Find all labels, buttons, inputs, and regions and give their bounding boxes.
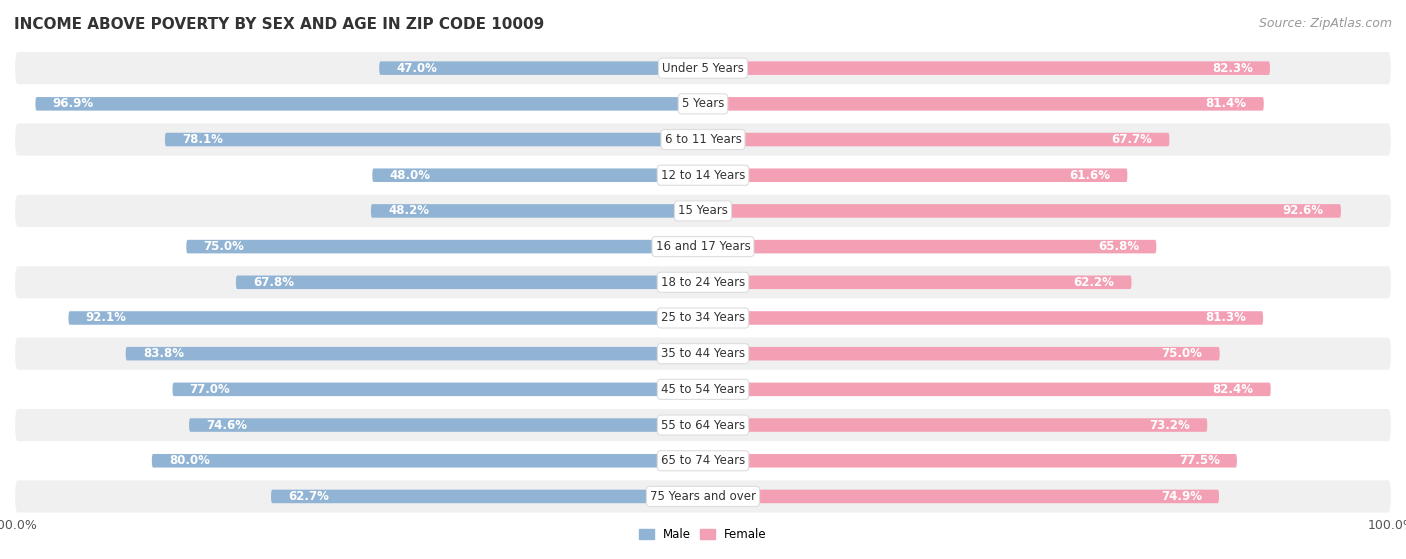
FancyBboxPatch shape bbox=[14, 158, 1392, 192]
FancyBboxPatch shape bbox=[703, 168, 1128, 182]
Text: 48.0%: 48.0% bbox=[389, 169, 430, 182]
Text: 48.2%: 48.2% bbox=[388, 205, 429, 217]
FancyBboxPatch shape bbox=[703, 418, 1208, 432]
Text: 25 to 34 Years: 25 to 34 Years bbox=[661, 311, 745, 324]
FancyBboxPatch shape bbox=[125, 347, 703, 361]
FancyBboxPatch shape bbox=[703, 347, 1219, 361]
Text: 75.0%: 75.0% bbox=[204, 240, 245, 253]
Text: 74.6%: 74.6% bbox=[207, 419, 247, 432]
FancyBboxPatch shape bbox=[271, 490, 703, 503]
FancyBboxPatch shape bbox=[703, 61, 1270, 75]
FancyBboxPatch shape bbox=[35, 97, 703, 111]
Text: 78.1%: 78.1% bbox=[183, 133, 224, 146]
FancyBboxPatch shape bbox=[14, 51, 1392, 86]
Text: 6 to 11 Years: 6 to 11 Years bbox=[665, 133, 741, 146]
FancyBboxPatch shape bbox=[703, 132, 1170, 146]
FancyBboxPatch shape bbox=[236, 276, 703, 289]
Text: INCOME ABOVE POVERTY BY SEX AND AGE IN ZIP CODE 10009: INCOME ABOVE POVERTY BY SEX AND AGE IN Z… bbox=[14, 17, 544, 32]
Text: 15 Years: 15 Years bbox=[678, 205, 728, 217]
Text: 62.7%: 62.7% bbox=[288, 490, 329, 503]
Text: 74.9%: 74.9% bbox=[1161, 490, 1202, 503]
Text: 82.3%: 82.3% bbox=[1212, 61, 1253, 75]
FancyBboxPatch shape bbox=[14, 122, 1392, 157]
FancyBboxPatch shape bbox=[703, 490, 1219, 503]
FancyBboxPatch shape bbox=[14, 87, 1392, 121]
Text: 83.8%: 83.8% bbox=[143, 347, 184, 360]
FancyBboxPatch shape bbox=[703, 454, 1237, 467]
FancyBboxPatch shape bbox=[14, 372, 1392, 406]
FancyBboxPatch shape bbox=[14, 337, 1392, 371]
FancyBboxPatch shape bbox=[703, 311, 1263, 325]
Text: 81.4%: 81.4% bbox=[1205, 97, 1247, 110]
FancyBboxPatch shape bbox=[371, 204, 703, 217]
Text: 18 to 24 Years: 18 to 24 Years bbox=[661, 276, 745, 289]
Text: 65 to 74 Years: 65 to 74 Years bbox=[661, 454, 745, 467]
FancyBboxPatch shape bbox=[69, 311, 703, 325]
FancyBboxPatch shape bbox=[703, 204, 1341, 217]
FancyBboxPatch shape bbox=[186, 240, 703, 253]
Text: Source: ZipAtlas.com: Source: ZipAtlas.com bbox=[1258, 17, 1392, 30]
Text: 65.8%: 65.8% bbox=[1098, 240, 1139, 253]
Text: 81.3%: 81.3% bbox=[1205, 311, 1246, 324]
Text: 77.5%: 77.5% bbox=[1178, 454, 1219, 467]
FancyBboxPatch shape bbox=[14, 265, 1392, 300]
Text: 5 Years: 5 Years bbox=[682, 97, 724, 110]
Text: 82.4%: 82.4% bbox=[1212, 383, 1254, 396]
FancyBboxPatch shape bbox=[188, 418, 703, 432]
FancyBboxPatch shape bbox=[703, 97, 1264, 111]
Text: 12 to 14 Years: 12 to 14 Years bbox=[661, 169, 745, 182]
Text: Under 5 Years: Under 5 Years bbox=[662, 61, 744, 75]
Text: 47.0%: 47.0% bbox=[396, 61, 437, 75]
FancyBboxPatch shape bbox=[14, 194, 1392, 228]
FancyBboxPatch shape bbox=[14, 444, 1392, 478]
Text: 96.9%: 96.9% bbox=[52, 97, 94, 110]
Text: 77.0%: 77.0% bbox=[190, 383, 231, 396]
FancyBboxPatch shape bbox=[165, 132, 703, 146]
FancyBboxPatch shape bbox=[14, 479, 1392, 514]
FancyBboxPatch shape bbox=[703, 276, 1132, 289]
Text: 61.6%: 61.6% bbox=[1069, 169, 1111, 182]
FancyBboxPatch shape bbox=[152, 454, 703, 467]
FancyBboxPatch shape bbox=[14, 408, 1392, 442]
FancyBboxPatch shape bbox=[703, 240, 1156, 253]
FancyBboxPatch shape bbox=[173, 382, 703, 396]
Text: 92.1%: 92.1% bbox=[86, 311, 127, 324]
Text: 67.7%: 67.7% bbox=[1111, 133, 1152, 146]
FancyBboxPatch shape bbox=[380, 61, 703, 75]
Text: 75 Years and over: 75 Years and over bbox=[650, 490, 756, 503]
FancyBboxPatch shape bbox=[14, 230, 1392, 264]
Text: 62.2%: 62.2% bbox=[1073, 276, 1115, 289]
FancyBboxPatch shape bbox=[703, 382, 1271, 396]
Legend: Male, Female: Male, Female bbox=[634, 523, 772, 546]
FancyBboxPatch shape bbox=[14, 301, 1392, 335]
FancyBboxPatch shape bbox=[373, 168, 703, 182]
Text: 55 to 64 Years: 55 to 64 Years bbox=[661, 419, 745, 432]
Text: 75.0%: 75.0% bbox=[1161, 347, 1202, 360]
Text: 45 to 54 Years: 45 to 54 Years bbox=[661, 383, 745, 396]
Text: 35 to 44 Years: 35 to 44 Years bbox=[661, 347, 745, 360]
Text: 16 and 17 Years: 16 and 17 Years bbox=[655, 240, 751, 253]
Text: 73.2%: 73.2% bbox=[1149, 419, 1189, 432]
Text: 67.8%: 67.8% bbox=[253, 276, 294, 289]
Text: 92.6%: 92.6% bbox=[1282, 205, 1323, 217]
Text: 80.0%: 80.0% bbox=[169, 454, 209, 467]
